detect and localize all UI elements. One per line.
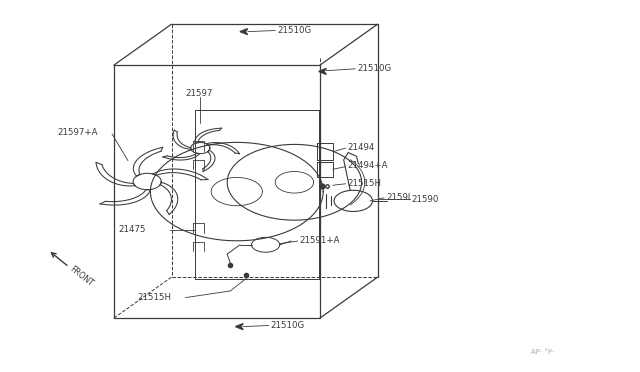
Polygon shape bbox=[236, 324, 243, 330]
Polygon shape bbox=[240, 29, 248, 35]
Text: FRONT: FRONT bbox=[68, 264, 95, 288]
Text: 21494+A: 21494+A bbox=[348, 161, 388, 170]
Text: 21590: 21590 bbox=[412, 195, 439, 203]
Text: 2159l: 2159l bbox=[386, 193, 410, 202]
Text: 21510G: 21510G bbox=[357, 64, 392, 73]
Text: 21510G: 21510G bbox=[271, 321, 305, 330]
Text: 21475: 21475 bbox=[118, 225, 146, 234]
Polygon shape bbox=[319, 68, 326, 74]
Text: 21591+A: 21591+A bbox=[300, 236, 340, 245]
Text: 21510G: 21510G bbox=[277, 26, 312, 35]
Text: AP· °P·: AP· °P· bbox=[531, 349, 554, 355]
Text: 21515H: 21515H bbox=[138, 293, 172, 302]
Text: 21515H: 21515H bbox=[348, 179, 381, 188]
Text: 21597+A: 21597+A bbox=[58, 128, 98, 137]
Text: 21597: 21597 bbox=[186, 89, 213, 98]
Text: 21494: 21494 bbox=[348, 143, 375, 152]
